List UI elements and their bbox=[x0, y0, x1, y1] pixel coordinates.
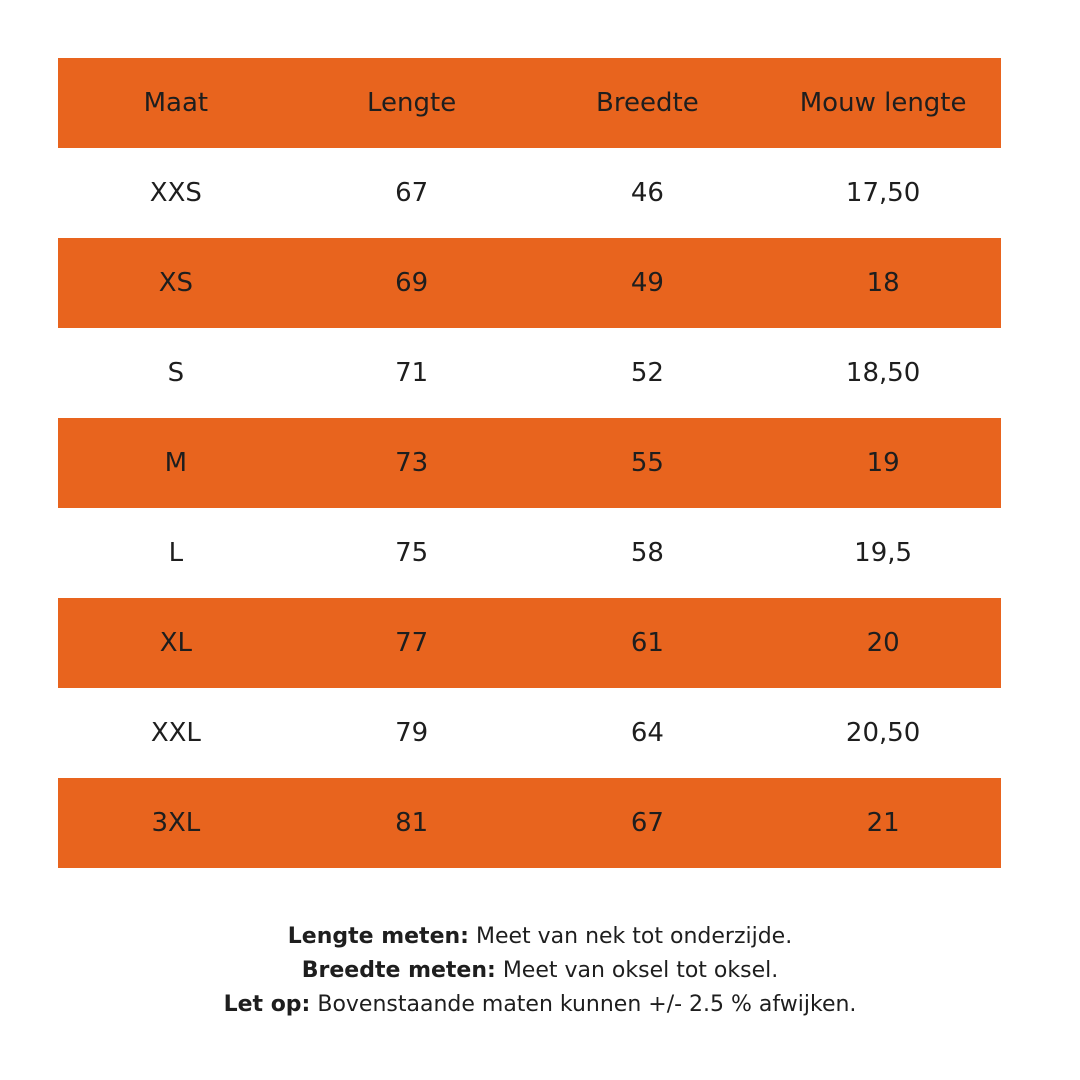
table-cell: 67 bbox=[395, 178, 429, 208]
notes: Lengte meten: Meet van nek tot onderzijd… bbox=[0, 920, 1080, 1022]
table-cell: 18 bbox=[866, 268, 900, 298]
table-cell: S bbox=[167, 358, 185, 388]
header-cell: Lengte bbox=[367, 88, 457, 118]
header-cell: Breedte bbox=[596, 88, 699, 118]
note-text: Bovenstaande maten kunnen +/- 2.5 % afwi… bbox=[317, 992, 857, 1017]
table-cell: XL bbox=[159, 628, 193, 658]
table-row: XL 77 61 20 bbox=[58, 598, 1001, 688]
table-row: XXS 67 46 17,50 bbox=[58, 148, 1001, 238]
table-cell: 55 bbox=[630, 448, 664, 478]
table-row: XS 69 49 18 bbox=[58, 238, 1001, 328]
header-cell: Mouw lengte bbox=[799, 88, 967, 118]
table-cell: 19 bbox=[866, 448, 900, 478]
table-cell: 49 bbox=[630, 268, 664, 298]
table-cell: 81 bbox=[395, 808, 429, 838]
table-cell: XXS bbox=[149, 178, 202, 208]
table-row: M 73 55 19 bbox=[58, 418, 1001, 508]
table-cell: L bbox=[168, 538, 184, 568]
note-text: Meet van oksel tot oksel. bbox=[502, 958, 779, 983]
note: Lengte meten: Meet van nek tot onderzijd… bbox=[0, 920, 1080, 954]
table-cell: XXL bbox=[150, 718, 201, 748]
note-text: Meet van nek tot onderzijde. bbox=[475, 924, 793, 949]
table-cell: 71 bbox=[395, 358, 429, 388]
table-cell: M bbox=[164, 448, 188, 478]
note-label: Let op: bbox=[223, 992, 311, 1017]
size-table: Maat Lengte Breedte Mouw lengte XXS 67 46 17,50… bbox=[58, 58, 1001, 868]
table-cell: 3XL bbox=[151, 808, 201, 838]
table-cell: 18,50 bbox=[845, 358, 921, 388]
note-label: Breedte meten: bbox=[301, 958, 496, 983]
table-cell: 20,50 bbox=[845, 718, 921, 748]
table-row: XXL 79 64 20,50 bbox=[58, 688, 1001, 778]
table-cell: 64 bbox=[630, 718, 664, 748]
table-cell: 67 bbox=[630, 808, 664, 838]
table-cell: 69 bbox=[395, 268, 429, 298]
table-cell: 46 bbox=[630, 178, 664, 208]
table-row: 3XL 81 67 21 bbox=[58, 778, 1001, 868]
header-row: Maat Lengte Breedte Mouw lengte bbox=[58, 58, 1001, 148]
table-cell: 21 bbox=[866, 808, 900, 838]
note: Breedte meten: Meet van oksel tot oksel. bbox=[0, 954, 1080, 988]
table-cell: 73 bbox=[395, 448, 429, 478]
table-cell: 17,50 bbox=[845, 178, 921, 208]
table-cell: 58 bbox=[630, 538, 664, 568]
header-cell: Maat bbox=[143, 88, 209, 118]
table-cell: 77 bbox=[395, 628, 429, 658]
table-cell: 19,5 bbox=[854, 538, 913, 568]
table-cell: 61 bbox=[630, 628, 664, 658]
table-cell: 52 bbox=[630, 358, 664, 388]
table-cell: 75 bbox=[395, 538, 429, 568]
table-row: S 71 52 18,50 bbox=[58, 328, 1001, 418]
note: Let op: Bovenstaande maten kunnen +/- 2.… bbox=[0, 988, 1080, 1022]
table-cell: 20 bbox=[866, 628, 900, 658]
table-row: L 75 58 19,5 bbox=[58, 508, 1001, 598]
table-cell: 79 bbox=[395, 718, 429, 748]
note-label: Lengte meten: bbox=[287, 924, 469, 949]
table-cell: XS bbox=[158, 268, 194, 298]
